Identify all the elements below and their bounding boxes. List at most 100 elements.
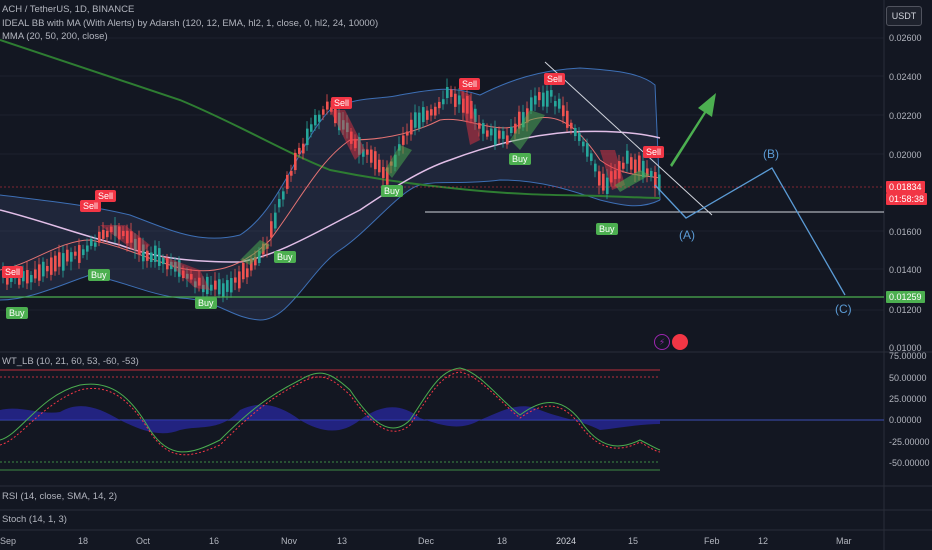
indicator-bb-title[interactable]: IDEAL BB with MA (With Alerts) by Adarsh… xyxy=(2,18,379,29)
candle-body xyxy=(298,147,301,154)
time-axis-label: Mar xyxy=(836,536,852,546)
indicator-mma-title[interactable]: MMA (20, 50, 200, close) xyxy=(2,31,108,42)
candle-body xyxy=(138,237,141,255)
rsi-title[interactable]: RSI (14, close, SMA, 14, 2) xyxy=(2,491,118,502)
time-axis-label: 18 xyxy=(497,536,508,546)
candle-body xyxy=(150,252,153,262)
price-axis-label: 0.02400 xyxy=(889,72,922,82)
candle-body xyxy=(278,199,281,208)
candle-body xyxy=(498,130,501,139)
candle-body xyxy=(166,258,169,270)
osc-axis-label: 25.00000 xyxy=(889,394,927,404)
candle-body xyxy=(238,271,241,289)
countdown-tag: 01:58:38 xyxy=(886,193,928,205)
candle-body xyxy=(486,130,489,137)
candle-body xyxy=(582,141,585,147)
candle-body xyxy=(302,143,305,154)
candle-body xyxy=(490,128,493,136)
candle-body xyxy=(482,123,485,134)
candle-body xyxy=(598,171,601,186)
candle-body xyxy=(594,163,597,172)
candle-body xyxy=(78,245,81,263)
candle-body xyxy=(106,230,109,238)
candle-body xyxy=(558,98,561,109)
currency-button[interactable]: USDT xyxy=(886,6,922,26)
candle-body xyxy=(402,135,405,145)
candle-body xyxy=(606,177,609,194)
candle-body xyxy=(182,270,185,279)
candle-body xyxy=(506,135,509,145)
candle-body xyxy=(570,122,573,129)
wave-label-b: (B) xyxy=(763,147,779,161)
candle-body xyxy=(322,109,325,115)
price-axis-label: 0.01200 xyxy=(889,305,922,315)
price-axis-label: 0.02000 xyxy=(889,150,922,160)
candle-body xyxy=(174,262,177,272)
sell-signal: Sell xyxy=(643,146,665,158)
candle-body xyxy=(18,278,21,285)
price-axis-label: 0.01600 xyxy=(889,227,922,237)
candle-body xyxy=(86,245,89,252)
candle-body xyxy=(230,278,233,293)
lightning-icon[interactable]: ⚡ xyxy=(654,334,670,350)
candle-body xyxy=(338,112,341,131)
osc-axis-label: 0.00000 xyxy=(889,415,922,425)
candle-body xyxy=(542,92,545,107)
candle-body xyxy=(250,258,253,271)
candle-body xyxy=(286,175,289,189)
candle-body xyxy=(330,107,333,112)
candle-body xyxy=(474,108,477,123)
candle-body xyxy=(350,131,353,144)
candle-body xyxy=(170,261,173,270)
price-axis-label: 0.02200 xyxy=(889,111,922,121)
candle-body xyxy=(186,273,189,279)
candle-body xyxy=(194,281,197,288)
time-axis-label: Feb xyxy=(704,536,720,546)
candle-body xyxy=(370,149,373,163)
candle-body xyxy=(546,90,549,107)
oscillator-title[interactable]: WT_LB (10, 21, 60, 53, -60, -53) xyxy=(2,356,139,367)
candle-body xyxy=(534,95,537,105)
candle-body xyxy=(438,101,441,109)
symbol-title[interactable]: ACH / TetherUS, 1D, BINANCE xyxy=(2,4,135,15)
time-axis-label: Oct xyxy=(136,536,151,546)
candle-body xyxy=(146,250,149,261)
candle-body xyxy=(226,280,229,292)
flag-icon[interactable] xyxy=(672,334,688,350)
candle-body xyxy=(538,92,541,101)
candle-body xyxy=(118,226,121,240)
stoch-title[interactable]: Stoch (14, 1, 3) xyxy=(2,514,67,525)
candle-body xyxy=(54,255,57,272)
buy-signal: Buy xyxy=(509,153,531,165)
buy-signal: Buy xyxy=(6,307,28,319)
candle-body xyxy=(130,231,133,243)
buy-signal: Buy xyxy=(596,223,618,235)
candle-body xyxy=(6,273,9,285)
osc-axis-label: -25.00000 xyxy=(889,437,930,447)
candle-body xyxy=(246,268,249,278)
candle-body xyxy=(410,119,413,135)
candle-body xyxy=(510,126,513,134)
candle-body xyxy=(318,114,321,122)
candle-body xyxy=(530,97,533,111)
candle-body xyxy=(242,262,245,280)
wave-label-c: (C) xyxy=(835,302,852,316)
candle-body xyxy=(26,269,29,284)
candle-body xyxy=(22,271,25,282)
candle-body xyxy=(46,266,49,272)
candle-body xyxy=(178,260,181,277)
osc-axis-label: -50.00000 xyxy=(889,458,930,468)
candle-body xyxy=(346,122,349,133)
candle-body xyxy=(82,249,85,256)
candle-body xyxy=(314,114,317,126)
candle-body xyxy=(34,269,37,279)
time-axis-label: Nov xyxy=(281,536,298,546)
candle-body xyxy=(574,128,577,137)
candle-body xyxy=(550,90,553,97)
candle-body xyxy=(66,249,69,262)
candle-body xyxy=(30,275,33,283)
candle-body xyxy=(74,251,77,256)
candle-body xyxy=(38,264,41,281)
candle-body xyxy=(430,109,433,116)
